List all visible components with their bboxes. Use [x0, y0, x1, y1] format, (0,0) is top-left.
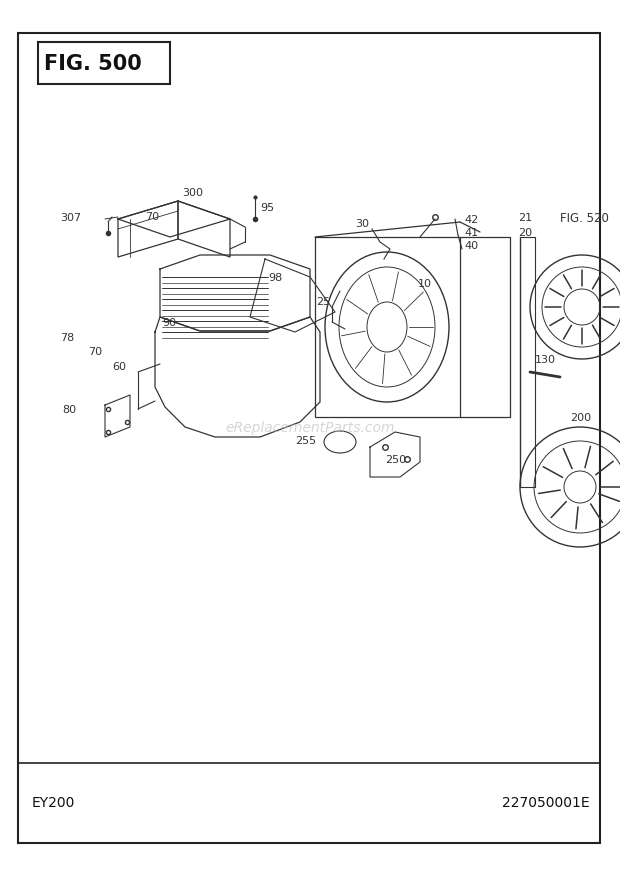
Text: 20: 20 [518, 228, 532, 238]
Text: 98: 98 [268, 273, 282, 282]
Text: 60: 60 [112, 361, 126, 372]
Text: 227050001E: 227050001E [502, 795, 590, 809]
Bar [38, 43, 170, 85]
Text: 21: 21 [518, 213, 532, 223]
Text: 25: 25 [316, 296, 330, 307]
Text: 10: 10 [418, 279, 432, 289]
Text: 70: 70 [145, 211, 159, 222]
Text: 250: 250 [385, 454, 406, 465]
Text: 30: 30 [355, 218, 369, 229]
Text: 255: 255 [295, 436, 316, 446]
Text: FIG. 500: FIG. 500 [44, 54, 142, 74]
Text: 130: 130 [535, 354, 556, 365]
Text: 41: 41 [464, 228, 478, 238]
Text: 95: 95 [260, 203, 274, 213]
Text: 200: 200 [570, 412, 591, 423]
Text: 42: 42 [464, 215, 478, 225]
Text: 90: 90 [162, 317, 176, 328]
Text: eReplacementParts.com: eReplacementParts.com [225, 420, 395, 434]
Bar [315, 238, 460, 417]
Text: 70: 70 [88, 346, 102, 357]
Text: EY200: EY200 [32, 795, 76, 809]
Text: 300: 300 [182, 188, 203, 198]
Text: 80: 80 [62, 404, 76, 415]
Text: 40: 40 [464, 240, 478, 251]
Text: 307: 307 [60, 213, 81, 223]
Text: FIG. 520: FIG. 520 [560, 211, 609, 225]
Text: 78: 78 [60, 332, 74, 343]
